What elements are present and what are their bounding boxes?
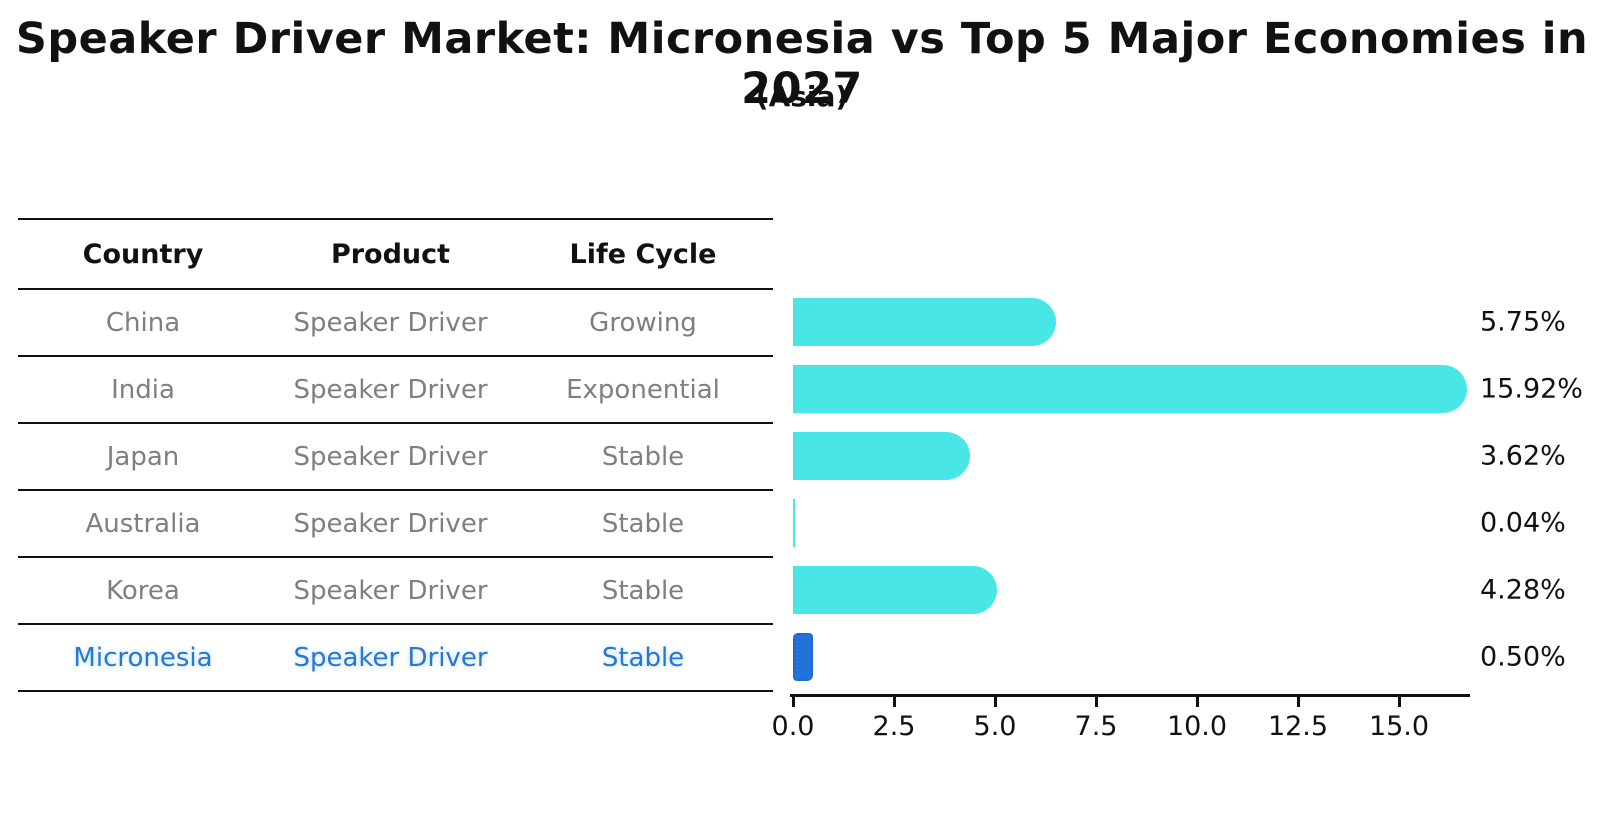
table-row-korea: Korea Speaker Driver Stable bbox=[18, 558, 773, 625]
x-axis-tick-label: 0.0 bbox=[771, 711, 815, 742]
bar-china bbox=[793, 298, 1057, 346]
life-cycle-cell: Exponential bbox=[566, 374, 720, 405]
table-row-china: China Speaker Driver Growing bbox=[18, 290, 773, 357]
country-cell: China bbox=[105, 307, 181, 338]
product-cell: Speaker Driver bbox=[293, 441, 488, 472]
x-axis-tick bbox=[1398, 696, 1401, 707]
product-cell: Speaker Driver bbox=[293, 575, 488, 606]
x-axis-tick-label: 12.5 bbox=[1267, 711, 1329, 742]
column-header-country: Country bbox=[82, 238, 204, 270]
x-axis-tick-label: 10.0 bbox=[1166, 711, 1228, 742]
x-axis-tick-label: 7.5 bbox=[1074, 711, 1118, 742]
table-row-japan: Japan Speaker Driver Stable bbox=[18, 424, 773, 491]
value-label-japan: 3.62% bbox=[1480, 440, 1566, 471]
bar-korea bbox=[793, 565, 997, 614]
bar-japan bbox=[793, 431, 971, 480]
country-cell: Micronesia bbox=[73, 642, 213, 673]
table-row-australia: Australia Speaker Driver Stable bbox=[18, 491, 773, 558]
life-cycle-cell: Stable bbox=[601, 508, 685, 539]
x-axis-tick bbox=[994, 696, 997, 707]
x-axis-tick bbox=[1297, 696, 1300, 707]
life-cycle-cell: Stable bbox=[601, 642, 685, 673]
bar-india bbox=[793, 365, 1468, 413]
bar-micronesia bbox=[793, 632, 814, 681]
chart-title: Speaker Driver Market: Micronesia vs Top… bbox=[15, 14, 1589, 114]
x-axis-tick bbox=[792, 696, 795, 707]
country-cell: Korea bbox=[106, 575, 180, 606]
life-cycle-cell: Growing bbox=[589, 307, 697, 338]
country-cell: Japan bbox=[106, 441, 180, 472]
x-axis-tick-label: 5.0 bbox=[973, 711, 1017, 742]
product-cell: Speaker Driver bbox=[293, 307, 488, 338]
product-cell: Speaker Driver bbox=[293, 374, 488, 405]
life-cycle-cell: Stable bbox=[601, 441, 685, 472]
value-label-india: 15.92% bbox=[1480, 373, 1583, 405]
x-axis-tick bbox=[893, 696, 896, 707]
country-cell: Australia bbox=[85, 508, 201, 539]
table-header-row: Country Product Life Cycle bbox=[18, 220, 773, 290]
x-axis-tick-label: 2.5 bbox=[872, 711, 916, 742]
x-axis-tick bbox=[1196, 696, 1199, 707]
table-row-micronesia: Micronesia Speaker Driver Stable bbox=[18, 625, 773, 692]
x-axis-line bbox=[790, 694, 1470, 697]
value-label-australia: 0.04% bbox=[1480, 507, 1566, 538]
product-cell: Speaker Driver bbox=[293, 642, 488, 673]
value-label-korea: 4.28% bbox=[1480, 574, 1566, 605]
x-axis-tick bbox=[1095, 696, 1098, 707]
life-cycle-cell: Stable bbox=[601, 575, 685, 606]
product-cell: Speaker Driver bbox=[293, 508, 488, 539]
value-label-micronesia: 0.50% bbox=[1480, 641, 1566, 672]
chart-subtitle: (Asia) bbox=[755, 80, 849, 113]
column-header-product: Product bbox=[330, 238, 451, 270]
bar-australia bbox=[793, 498, 795, 547]
column-header-life-cycle: Life Cycle bbox=[569, 238, 717, 270]
country-cell: India bbox=[111, 374, 175, 405]
value-label-china: 5.75% bbox=[1480, 306, 1566, 338]
x-axis-tick-label: 15.0 bbox=[1368, 711, 1430, 742]
info-table: Country Product Life Cycle China Speaker… bbox=[18, 218, 773, 692]
table-row-india: India Speaker Driver Exponential bbox=[18, 357, 773, 424]
